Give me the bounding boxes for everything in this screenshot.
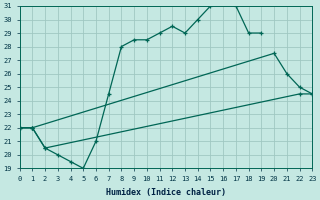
X-axis label: Humidex (Indice chaleur): Humidex (Indice chaleur) — [106, 188, 226, 197]
